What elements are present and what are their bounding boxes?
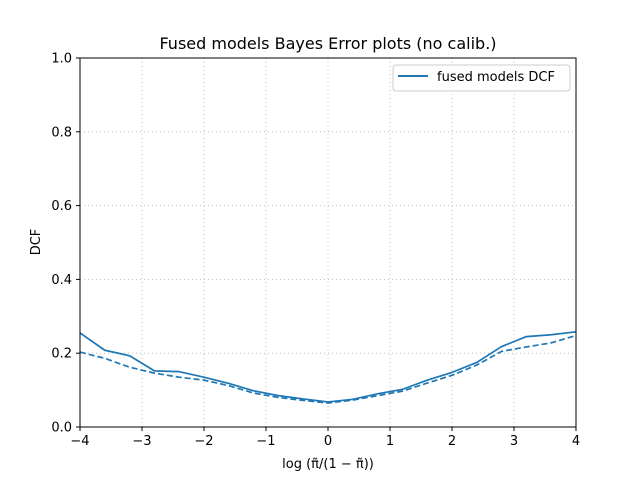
legend-label-fused-models: fused models DCF [437, 70, 555, 85]
x-axis-ticks: −4 −3 −2 −1 0 1 2 3 4 [70, 427, 580, 449]
x-tick-label: −1 [256, 434, 275, 449]
x-tick-label: −2 [194, 434, 213, 449]
y-axis-label: DCF [29, 229, 44, 256]
x-axis-label: log (π̃/(1 − π̃)) [282, 457, 374, 472]
x-tick-label: 1 [386, 434, 394, 449]
chart-title: Fused models Bayes Error plots (no calib… [159, 34, 496, 53]
x-tick-label: −4 [70, 434, 89, 449]
x-tick-label: 2 [448, 434, 456, 449]
y-tick-label: 0.8 [51, 125, 72, 140]
x-tick-label: −3 [132, 434, 151, 449]
x-tick-label: 4 [572, 434, 580, 449]
legend: fused models DCF [392, 64, 571, 92]
series-layer [79, 330, 577, 404]
x-tick-label: 3 [510, 434, 518, 449]
series-line-fused-models-dcf [79, 330, 577, 403]
series-line-dashed [79, 334, 577, 404]
y-tick-label: 0.2 [51, 347, 72, 362]
y-tick-label: 0.0 [51, 421, 72, 436]
legend-box [392, 64, 571, 92]
x-tick-label: 0 [324, 434, 332, 449]
y-tick-label: 0.4 [51, 273, 72, 288]
y-tick-label: 0.6 [51, 199, 72, 214]
y-axis-ticks: 0.0 0.2 0.4 0.6 0.8 1.0 [51, 52, 80, 436]
y-tick-label: 1.0 [51, 52, 72, 67]
